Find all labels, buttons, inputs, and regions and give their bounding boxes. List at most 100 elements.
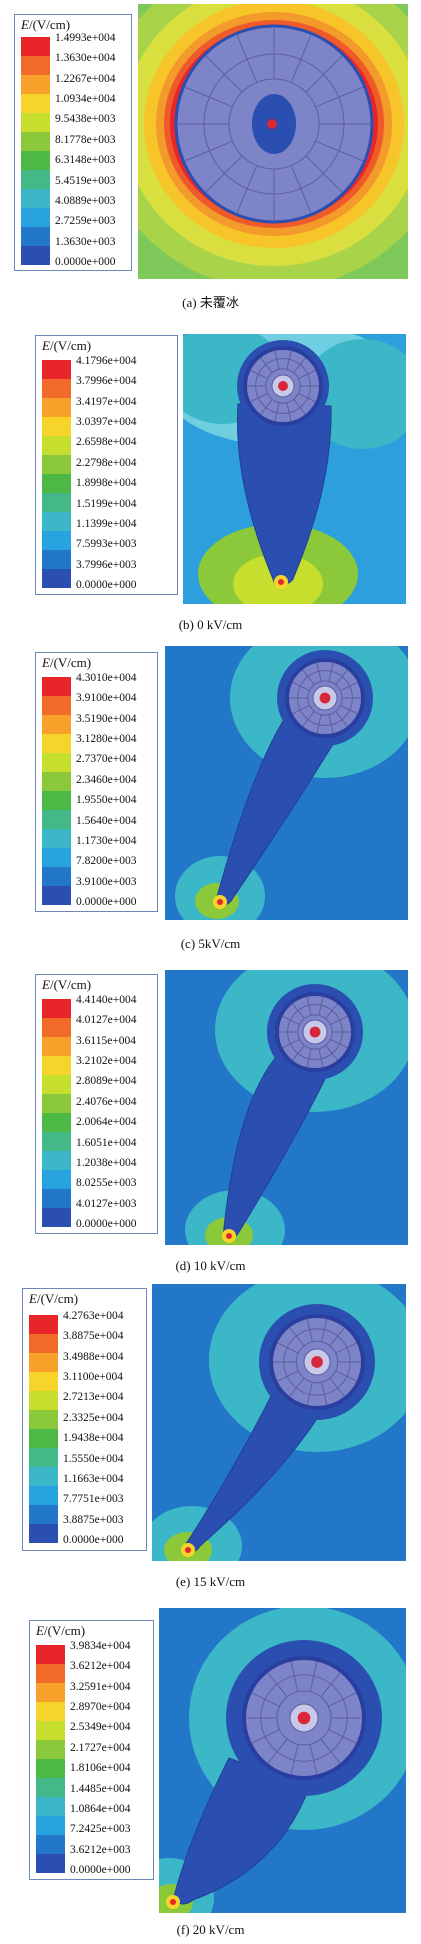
strand-divider <box>286 350 292 370</box>
panel-b: E/(V/cm) 4.1796e+004 3.7996e+004 3.4197e+0… <box>0 330 421 640</box>
legend-swatch <box>42 379 71 398</box>
legend-label: 3.9100e+004 <box>76 692 137 705</box>
legend-swatch <box>42 360 71 379</box>
legend-labels: 4.4140e+004 4.0127e+004 3.6115e+004 3.2102e… <box>76 994 136 1230</box>
strand-divider <box>316 662 322 682</box>
legend-swatch <box>21 151 50 170</box>
field-plot-e <box>152 1284 406 1561</box>
field-svg <box>165 646 408 920</box>
strand-divider <box>250 392 268 403</box>
legend-swatch <box>42 1113 71 1132</box>
legend-label: 3.4197e+004 <box>76 395 137 408</box>
legend-label: 1.3630e+004 <box>55 52 116 65</box>
legend-title: E/(V/cm) <box>29 1291 79 1306</box>
strand-divider <box>298 369 316 380</box>
legend-swatch <box>42 734 71 753</box>
strand-divider <box>306 996 312 1016</box>
legend-label: 3.5190e+004 <box>76 712 137 725</box>
strand-divider <box>298 392 316 403</box>
legend-label: 2.3325e+004 <box>63 1411 124 1424</box>
strand-divider <box>306 1048 312 1068</box>
strand-divider <box>260 399 273 415</box>
legend-label: 3.2591e+004 <box>70 1680 131 1693</box>
legend-label: 3.0397e+004 <box>76 416 137 429</box>
tip-hotspot-core <box>217 899 223 905</box>
legend-swatch <box>36 1816 65 1835</box>
legend-swatch <box>21 75 50 94</box>
legend-swatch <box>21 246 50 265</box>
legend-swatch <box>21 227 50 246</box>
ice-body <box>172 1757 310 1905</box>
strand-divider <box>321 1382 328 1406</box>
strand-divider <box>282 1038 300 1049</box>
legend-label: 3.8875e+003 <box>63 1513 124 1526</box>
legend-swatch <box>42 1151 71 1170</box>
legend-swatch <box>21 94 50 113</box>
legend-label: 4.4140e+004 <box>76 994 137 1006</box>
legend-title: E/(V/cm) <box>42 977 92 992</box>
legend-swatch <box>42 550 71 569</box>
legend-label: 9.5438e+003 <box>55 113 116 126</box>
legend-title: E/(V/cm) <box>42 655 92 670</box>
strand-divider <box>335 711 348 727</box>
legend-label: 4.3010e+004 <box>76 672 137 684</box>
legend-swatch <box>42 810 71 829</box>
strand-divider <box>328 1729 357 1744</box>
legend-swatch <box>42 848 71 867</box>
field-plot-a <box>138 4 408 279</box>
core-hotspot <box>309 1026 321 1038</box>
panel-e: E/(V/cm) 4.2763e+004 3.8875e+004 3.4988e+0… <box>0 1280 421 1600</box>
strand-divider <box>292 1045 305 1061</box>
strand-divider <box>292 681 310 692</box>
strand-divider <box>328 714 334 734</box>
legend-swatch <box>36 1702 65 1721</box>
legend-swatch <box>36 1683 65 1702</box>
field-plot-d <box>165 970 408 1245</box>
tip-hotspot-core <box>278 579 284 585</box>
legend-swatch <box>36 1721 65 1740</box>
strand-divider <box>321 1318 328 1342</box>
strand-divider <box>309 1661 318 1692</box>
legend-swatch <box>29 1486 58 1505</box>
caption-c: (c) 5kV/cm <box>180 936 241 951</box>
strand-divider <box>320 1738 341 1764</box>
strand-divider <box>306 1382 313 1406</box>
core-hotspot <box>319 692 331 704</box>
legend-swatch <box>42 867 71 886</box>
panel-c: E/(V/cm) 4.3010e+004 3.9100e+004 3.5190e+0… <box>0 640 421 960</box>
legend-labels: 4.2763e+004 3.8875e+004 3.4988e+004 3.1100e… <box>63 1310 123 1546</box>
legend-label: 0.0000e+000 <box>76 578 137 591</box>
legend-label: 3.9834e+004 <box>70 1640 131 1652</box>
field-svg <box>183 334 406 604</box>
legend-label: 3.6212e+004 <box>70 1660 131 1673</box>
strand-divider <box>205 155 243 193</box>
legend-swatch <box>42 1132 71 1151</box>
legend-label: 2.6598e+004 <box>76 436 137 449</box>
legend-swatch <box>42 1075 71 1094</box>
field-plot-b <box>183 334 406 604</box>
strand-divider <box>328 1692 357 1707</box>
strand-divider <box>340 704 358 715</box>
strand-divider <box>292 1003 305 1019</box>
legend-swatch <box>36 1854 65 1873</box>
legend-f: E/(V/cm) 3.9834e+004 3.6212e+004 3.2591e+0… <box>29 1620 154 1880</box>
legend-swatch <box>29 1467 58 1486</box>
strand-divider <box>302 711 315 727</box>
legend-label: 2.0064e+004 <box>76 1116 137 1129</box>
legend-label: 1.9438e+004 <box>63 1432 124 1445</box>
legend-label: 1.1730e+004 <box>76 834 137 847</box>
legend-c: E/(V/cm) 4.3010e+004 3.9100e+004 3.5190e+0… <box>35 652 158 912</box>
strand-divider <box>329 1327 345 1347</box>
strand-divider <box>335 1342 357 1354</box>
caption-f: (f) 20 kV/cm <box>176 1922 245 1937</box>
strand-divider <box>290 1661 299 1692</box>
legend-swatch <box>21 56 50 75</box>
legend-swatch <box>42 1208 71 1227</box>
legend-swatch <box>29 1505 58 1524</box>
legend-swatch <box>42 1094 71 1113</box>
legend-swatch <box>42 455 71 474</box>
legend-label: 1.0934e+004 <box>55 93 116 106</box>
field-svg <box>159 1608 406 1913</box>
legend-swatch <box>42 677 71 696</box>
strand-divider <box>282 1015 300 1026</box>
